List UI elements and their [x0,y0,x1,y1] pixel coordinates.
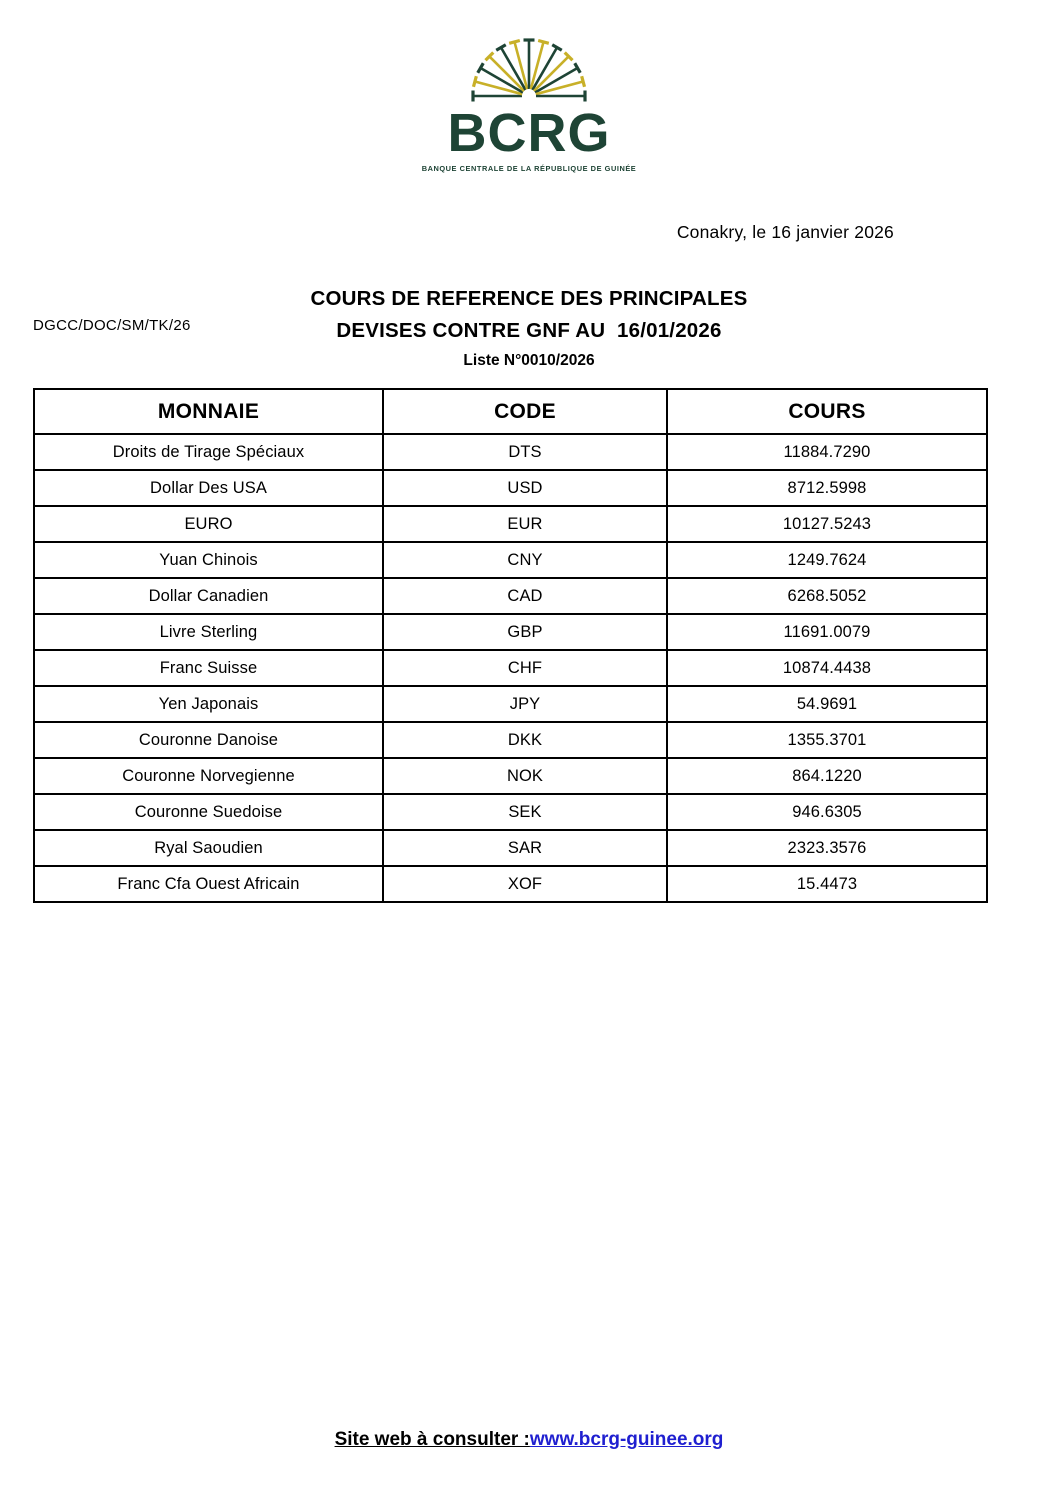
cell-code: SAR [382,829,668,867]
cell-monnaie: Yen Japonais [33,685,384,723]
table-row: Couronne Norvegienne NOK 864.1220 [33,757,988,795]
cell-code: DTS [382,433,668,471]
cell-cours: 54.9691 [666,685,988,723]
dateline: Conakry, le 16 janvier 2026 [676,222,894,242]
bcrg-sunburst-icon [471,38,587,102]
cell-monnaie: EURO [33,505,384,543]
table-row: Yuan Chinois CNY 1249.7624 [33,541,988,579]
cell-cours: 10874.4438 [666,649,988,687]
cell-cours: 1249.7624 [666,541,988,579]
table-row: Dollar Des USA USD 8712.5998 [33,469,988,507]
logo-wordmark: BCRG [447,103,611,163]
cell-cours: 864.1220 [666,757,988,795]
cell-code: CNY [382,541,668,579]
cell-cours: 11691.0079 [666,613,988,651]
bank-logo: BCRG BANQUE CENTRALE DE LA RÉPUBLIQUE DE… [0,28,1058,173]
logo-tagline: BANQUE CENTRALE DE LA RÉPUBLIQUE DE GUIN… [421,164,637,173]
cell-code: EUR [382,505,668,543]
cell-monnaie: Dollar Des USA [33,469,384,507]
title-line-2: DEVISES CONTRE GNF AU 16/01/2026 [336,319,722,342]
cell-code: DKK [382,721,668,759]
cell-code: XOF [382,865,668,903]
cell-code: USD [382,469,668,507]
title-line-1: COURS DE REFERENCE DES PRINCIPALES [310,287,748,310]
cell-cours: 8712.5998 [666,469,988,507]
column-header-cours: COURS [666,388,988,435]
page-title: COURS DE REFERENCE DES PRINCIPALES DEVIS… [0,283,1058,374]
table-row: Franc Cfa Ouest Africain XOF 15.4473 [33,865,988,903]
cell-monnaie: Ryal Saoudien [33,829,384,867]
table-row: Franc Suisse CHF 10874.4438 [33,649,988,687]
table-row: Couronne Danoise DKK 1355.3701 [33,721,988,759]
website-link[interactable]: www.bcrg-guinee.org [529,1429,724,1450]
cell-code: JPY [382,685,668,723]
exchange-rates-table: MONNAIE CODE COURS Droits de Tirage Spéc… [33,388,988,903]
cell-cours: 1355.3701 [666,721,988,759]
cell-monnaie: Franc Cfa Ouest Africain [33,865,384,903]
cell-monnaie: Couronne Norvegienne [33,757,384,795]
table-row: Yen Japonais JPY 54.9691 [33,685,988,723]
cell-code: GBP [382,613,668,651]
cell-monnaie: Livre Sterling [33,613,384,651]
cell-monnaie: Couronne Suedoise [33,793,384,831]
reference-code: DGCC/DOC/SM/TK/26 [33,317,191,334]
cell-monnaie: Droits de Tirage Spéciaux [33,433,384,471]
cell-monnaie: Yuan Chinois [33,541,384,579]
cell-cours: 6268.5052 [666,577,988,615]
table-header-row: MONNAIE CODE COURS [33,388,988,435]
cell-code: CAD [382,577,668,615]
cell-cours: 11884.7290 [666,433,988,471]
title-subtitle: Liste N°0010/2026 [463,352,595,369]
cell-monnaie: Franc Suisse [33,649,384,687]
cell-cours: 946.6305 [666,793,988,831]
column-header-monnaie: MONNAIE [33,388,384,435]
cell-monnaie: Couronne Danoise [33,721,384,759]
footer: Site web à consulter :www.bcrg-guinee.or… [0,1429,1058,1451]
table-row: Dollar Canadien CAD 6268.5052 [33,577,988,615]
table-row: Ryal Saoudien SAR 2323.3576 [33,829,988,867]
cell-code: NOK [382,757,668,795]
table-row: EURO EUR 10127.5243 [33,505,988,543]
cell-cours: 15.4473 [666,865,988,903]
table-row: Droits de Tirage Spéciaux DTS 11884.7290 [33,433,988,471]
footer-label: Site web à consulter : [334,1429,530,1450]
table-row: Livre Sterling GBP 11691.0079 [33,613,988,651]
table-row: Couronne Suedoise SEK 946.6305 [33,793,988,831]
cell-code: CHF [382,649,668,687]
cell-code: SEK [382,793,668,831]
cell-monnaie: Dollar Canadien [33,577,384,615]
column-header-code: CODE [382,388,668,435]
cell-cours: 2323.3576 [666,829,988,867]
cell-cours: 10127.5243 [666,505,988,543]
